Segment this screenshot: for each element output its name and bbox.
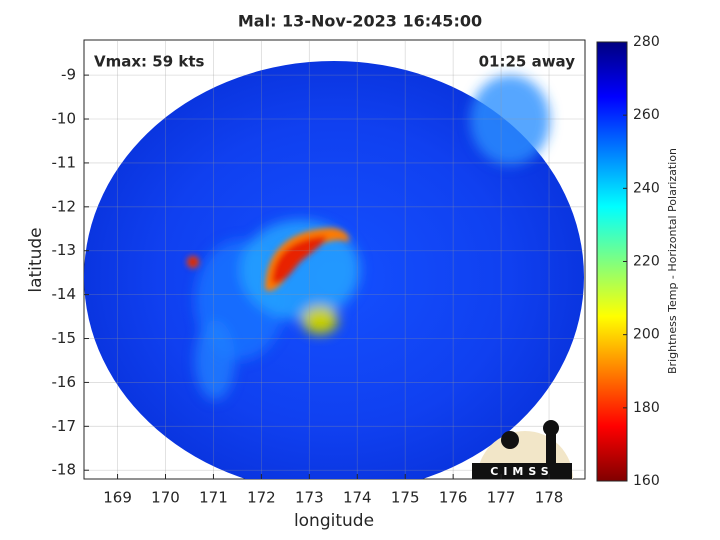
y-tick-label: -10 (52, 110, 77, 128)
x-tick-label: 177 (487, 489, 516, 507)
colorbar-tick-label: 260 (633, 107, 660, 123)
y-tick-label: -17 (52, 417, 77, 435)
x-axis-label: longitude (294, 511, 374, 531)
colorbar-tick-label: 160 (633, 473, 660, 489)
x-tick-label: 171 (199, 489, 228, 507)
chart-title: Mal: 13-Nov-2023 16:45:00 (238, 12, 482, 31)
grid (84, 40, 585, 479)
colorbar-label: Brightness Temp - Horizontal Polarizatio… (666, 148, 679, 374)
x-tick-label: 170 (151, 489, 180, 507)
y-axis-label: latitude (26, 227, 46, 292)
y-tick-label: -18 (52, 461, 77, 479)
y-tick-label: -15 (52, 329, 77, 347)
y-tick-label: -12 (52, 197, 77, 215)
x-tick-label: 172 (247, 489, 276, 507)
x-tick-label: 175 (391, 489, 420, 507)
x-tick-label: 174 (343, 489, 372, 507)
y-tick-label: -14 (52, 285, 77, 303)
x-tick-label: 169 (103, 489, 132, 507)
colorbar (596, 41, 628, 482)
annotation: Vmax: 59 kts (94, 53, 204, 71)
colorbar-tick-label: 280 (633, 34, 660, 50)
x-tick-label: 173 (295, 489, 324, 507)
colorbar-tick-label: 240 (633, 180, 660, 196)
colorbar-tick-label: 200 (633, 327, 660, 343)
colorbar-tick-label: 220 (633, 254, 660, 270)
x-tick-label: 176 (439, 489, 468, 507)
colorbar-tick-label: 180 (633, 400, 660, 416)
y-tick-label: -13 (52, 241, 77, 259)
logo: CIMSS (472, 420, 573, 479)
y-tick-label: -9 (61, 66, 76, 84)
y-tick-label: -11 (52, 153, 77, 171)
x-tick-label: 178 (535, 489, 564, 507)
y-tick-label: -16 (52, 373, 77, 391)
annotation: 01:25 away (479, 53, 576, 71)
logo-text: CIMSS (490, 465, 553, 478)
swath-image (84, 61, 584, 479)
